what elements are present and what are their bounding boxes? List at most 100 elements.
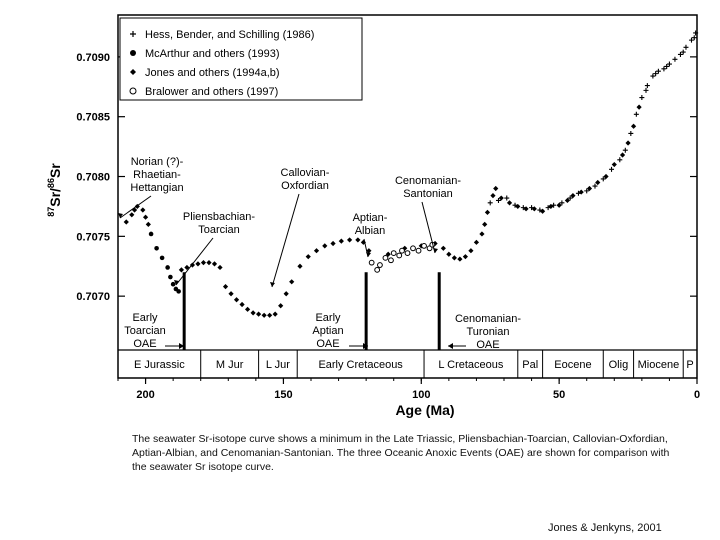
annotation-line: Callovian- bbox=[281, 167, 330, 179]
data-point-diamond bbox=[142, 214, 149, 220]
period-label: P bbox=[686, 359, 693, 371]
data-point-plus bbox=[639, 95, 645, 101]
annotation: Pliensbachian-Toarcian bbox=[183, 211, 255, 236]
data-point-diamond bbox=[619, 152, 626, 158]
data-point-diamond bbox=[330, 240, 336, 247]
data-point-plus bbox=[693, 30, 699, 36]
data-point-diamond bbox=[283, 291, 289, 297]
y-label-part: Sr bbox=[47, 163, 63, 178]
data-point-plus bbox=[680, 49, 686, 55]
legend-marker-plus bbox=[130, 31, 136, 37]
period-label: Pal bbox=[522, 359, 538, 371]
data-point-plus bbox=[691, 35, 697, 41]
data-point-plus bbox=[487, 200, 493, 206]
data-point-diamond bbox=[479, 231, 485, 237]
sr-isotope-chart: 87Sr/86Sr 0.7070 0.7075 0.7080 0.7085 0.7090… bbox=[46, 14, 700, 418]
data-point-diamond bbox=[256, 311, 262, 317]
data-point-diamond bbox=[360, 239, 366, 245]
data-point-diamond bbox=[338, 238, 344, 244]
data-point-diamond bbox=[129, 212, 135, 218]
data-point-diamond bbox=[200, 260, 207, 266]
data-point-plus bbox=[622, 147, 628, 153]
annotation-line: Aptian- bbox=[353, 212, 388, 224]
period-label: L Cretaceous bbox=[438, 359, 504, 371]
legend-marker-diamond bbox=[130, 69, 136, 75]
data-point-diamond bbox=[206, 260, 212, 266]
data-point-plus bbox=[666, 61, 672, 67]
data-point-diamond bbox=[515, 203, 521, 210]
figure-credit: Jones & Jenkyns, 2001 bbox=[548, 522, 662, 534]
annotation-arrowhead bbox=[118, 213, 123, 218]
data-point-filled bbox=[165, 265, 170, 270]
annotation-line: Cenomanian- bbox=[455, 313, 521, 325]
period-label: M Jur bbox=[216, 359, 244, 371]
oae-arrowhead bbox=[448, 343, 453, 349]
annotation-line: Hettangian bbox=[130, 182, 183, 194]
data-point-diamond bbox=[556, 202, 562, 208]
data-point-diamond bbox=[462, 254, 468, 260]
y-tick-label: 0.7080 bbox=[76, 172, 110, 184]
legend-box bbox=[119, 17, 363, 101]
period-label: Eocene bbox=[554, 359, 591, 371]
data-point-diamond bbox=[366, 248, 372, 254]
data-point-diamond bbox=[473, 239, 480, 245]
data-point-plus bbox=[677, 51, 683, 57]
data-point-diamond bbox=[239, 301, 245, 308]
data-point-plus bbox=[567, 195, 573, 201]
data-point-filled bbox=[170, 281, 176, 287]
y-label-sup: 86 bbox=[46, 178, 56, 188]
data-point-diamond bbox=[611, 161, 617, 168]
annotation-line: Pliensbachian- bbox=[183, 211, 255, 223]
data-point-diamond bbox=[595, 179, 601, 186]
data-point-diamond bbox=[498, 195, 504, 201]
y-tick-label: 0.7075 bbox=[76, 231, 110, 243]
oae-bar bbox=[364, 272, 368, 350]
data-point-diamond bbox=[564, 197, 571, 204]
x-tick-label: 150 bbox=[274, 389, 292, 401]
data-point-diamond bbox=[211, 261, 218, 267]
annotation-line: Aptian bbox=[312, 325, 343, 337]
annotation-line: OAE bbox=[133, 338, 156, 350]
data-point-open bbox=[377, 262, 383, 268]
legend-entry: Hess, Bender, and Schilling (1986) bbox=[145, 29, 314, 41]
data-point-diamond bbox=[432, 240, 438, 247]
annotation: Aptian-Albian bbox=[353, 212, 388, 237]
figure-caption: The seawater Sr-isotope curve shows a mi… bbox=[132, 433, 670, 473]
data-point-diamond bbox=[313, 248, 320, 254]
data-point-diamond bbox=[523, 206, 529, 212]
legend-marker-filled bbox=[130, 50, 136, 56]
y-tick-label: 0.7090 bbox=[76, 52, 110, 64]
annotation-arrowhead bbox=[433, 248, 438, 253]
annotation-leader bbox=[119, 195, 152, 219]
data-point-plus bbox=[628, 130, 634, 136]
data-point-diamond bbox=[222, 283, 229, 290]
data-point-plus bbox=[600, 176, 606, 182]
x-tick-label: 0 bbox=[694, 389, 700, 401]
legend-entry: Jones and others (1994a,b) bbox=[145, 67, 280, 79]
data-point-diamond bbox=[244, 306, 251, 312]
data-point-diamond bbox=[347, 237, 353, 243]
data-point-open bbox=[396, 252, 403, 259]
data-point-diamond bbox=[625, 140, 631, 146]
data-point-diamond bbox=[457, 256, 463, 262]
y-tick-label: 0.7085 bbox=[76, 112, 110, 124]
data-point-diamond bbox=[451, 255, 457, 261]
annotation-line: OAE bbox=[476, 339, 499, 351]
data-point-open bbox=[399, 247, 405, 254]
y-label-sup: 87 bbox=[46, 207, 56, 217]
annotation-line: Norian (?)- bbox=[131, 156, 184, 168]
annotation: Cenomanian-Santonian bbox=[395, 175, 461, 200]
x-tick-label: 50 bbox=[553, 389, 565, 401]
data-point-diamond bbox=[178, 267, 185, 273]
legend-entry: Bralower and others (1997) bbox=[145, 86, 278, 98]
oae-arrowhead bbox=[363, 343, 368, 349]
data-point-plus bbox=[609, 166, 615, 172]
annotation-line: Oxfordian bbox=[281, 180, 329, 192]
data-point-diamond bbox=[289, 279, 295, 285]
data-point-plus bbox=[495, 197, 501, 203]
data-point-diamond bbox=[272, 311, 278, 317]
data-point-diamond bbox=[484, 209, 491, 216]
data-point-diamond bbox=[250, 310, 256, 316]
period-label: E Jurassic bbox=[134, 359, 185, 371]
annotation-line: Early bbox=[315, 312, 341, 324]
